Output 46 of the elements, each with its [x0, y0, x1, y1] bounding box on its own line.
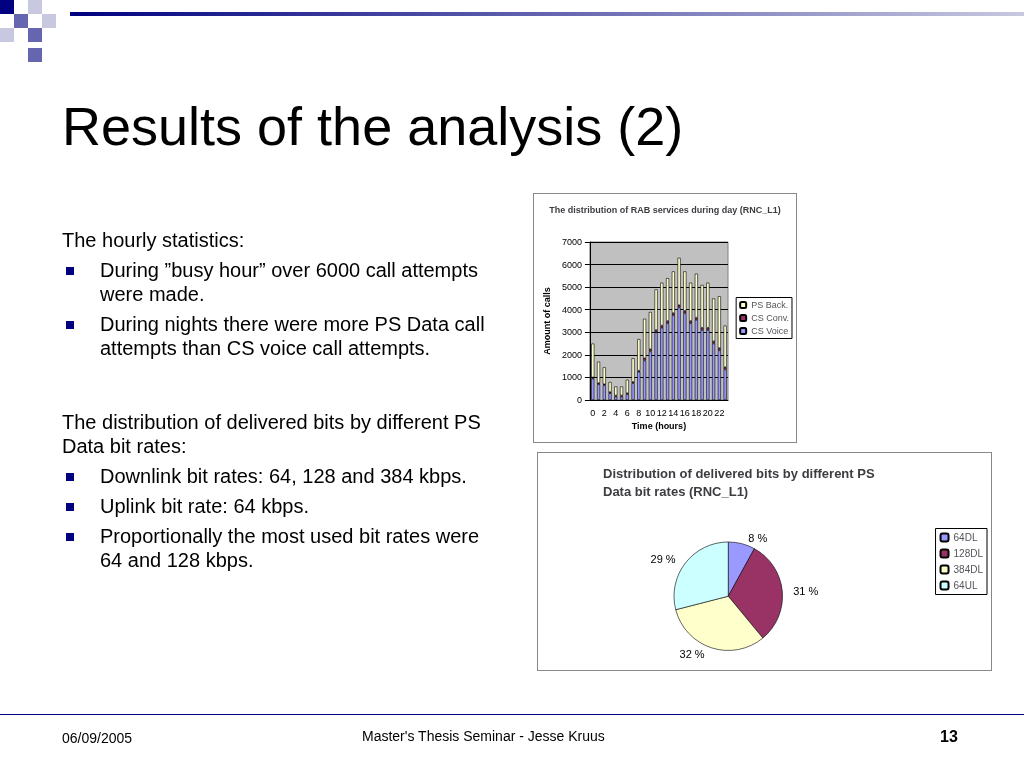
- chart-title: Distribution of delivered bits by different PS Data bit rates (RNC_L1): [603, 465, 879, 499]
- text: Proportionally the most used bit rates were 64 and 128 kbps.: [100, 525, 480, 571]
- text: The distribution of delivered bits by different PS Data bit rates:: [62, 410, 482, 458]
- x-tick-label: 6: [624, 407, 630, 418]
- y-tick-label: 5000: [561, 282, 582, 293]
- text: Master's Thesis Seminar - Jesse Kruus: [362, 728, 605, 744]
- y-tick-label: 4000: [561, 304, 582, 315]
- text: Results of the analysis (2): [62, 95, 684, 157]
- legend-label: CS Voice: [751, 326, 789, 336]
- x-tick-label: 12: [656, 407, 667, 418]
- text: 06/09/2005: [62, 730, 133, 746]
- data-label: 8 %: [748, 531, 768, 544]
- y-tick-label: 6000: [561, 259, 582, 270]
- x-tick-label: 10: [645, 407, 656, 418]
- x-axis-title: Time (hours): [631, 421, 687, 432]
- y-tick-label: 3000: [561, 327, 582, 338]
- x-tick-label: 4: [613, 407, 619, 418]
- x-tick-label: 22: [714, 407, 725, 418]
- y-tick-label: 1000: [561, 372, 582, 383]
- y-axis-title: Amount of calls: [541, 287, 552, 355]
- legend-label: 64UL: [953, 580, 978, 591]
- text: 13: [940, 728, 958, 746]
- text: During nights there were more PS Data call attempts than CS voice call attempts.: [100, 313, 485, 359]
- x-tick-label: 16: [679, 407, 690, 418]
- data-label: 32 %: [679, 647, 705, 660]
- data-label: 31 %: [793, 584, 819, 597]
- data-label: 29 %: [650, 553, 676, 566]
- legend-label: 128DL: [953, 548, 984, 559]
- legend-label: PS Back.: [751, 300, 789, 310]
- y-tick-label: 2000: [561, 349, 582, 360]
- text: The hourly statistics:: [62, 228, 246, 252]
- y-tick-label: 0: [576, 395, 582, 405]
- x-tick-label: 20: [702, 407, 713, 418]
- legend-label: 64DL: [953, 532, 978, 543]
- y-tick-label: 7000: [561, 237, 582, 247]
- x-tick-label: 18: [691, 407, 702, 418]
- x-tick-label: 2: [601, 407, 607, 418]
- text: During ”busy hour” over 6000 call attempts were made.: [100, 259, 478, 305]
- text: Downlink bit rates: 64, 128 and 384 kbps.: [100, 465, 467, 487]
- x-tick-label: 0: [590, 407, 596, 418]
- legend-label: 384DL: [953, 564, 984, 575]
- text: Uplink bit rate: 64 kbps.: [100, 495, 309, 517]
- x-tick-label: 8: [636, 407, 642, 418]
- x-tick-label: 14: [668, 407, 679, 418]
- chart-title: The distribution of RAB services during day (RNC_L1): [549, 204, 781, 215]
- legend-label: CS Conv.: [751, 313, 790, 323]
